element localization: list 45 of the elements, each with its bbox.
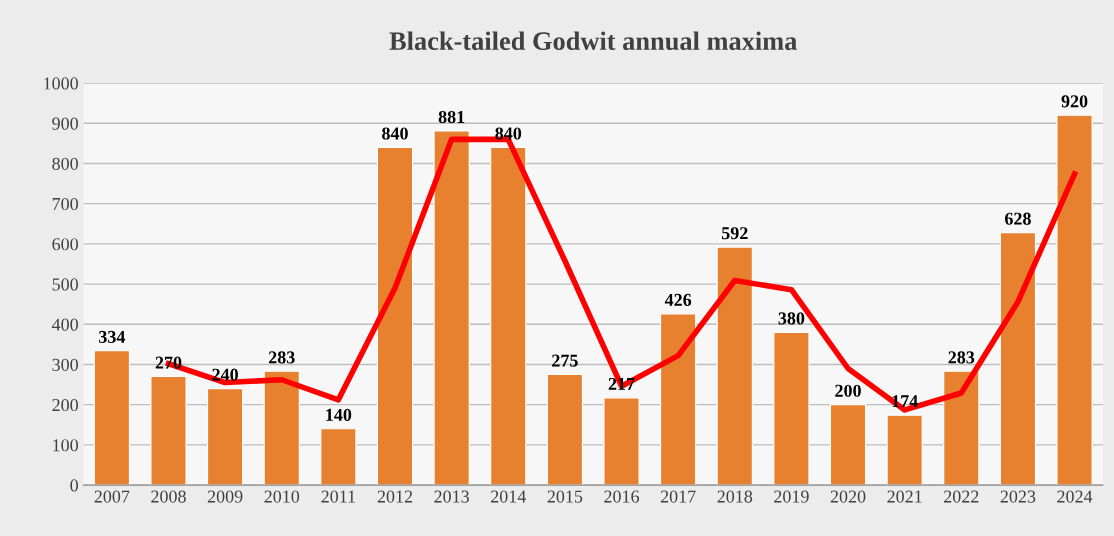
x-tick-label: 2018 xyxy=(717,490,753,503)
data-label: 840 xyxy=(495,127,522,140)
x-tick-label: 2022 xyxy=(944,490,979,503)
data-label: 275 xyxy=(552,354,578,367)
data-label: 840 xyxy=(382,127,408,140)
x-tick-label: 2012 xyxy=(377,490,413,503)
x-tick-label: 2017 xyxy=(660,490,696,503)
x-tick-label: 2011 xyxy=(321,490,356,503)
x-tick-label: 2014 xyxy=(491,490,527,503)
data-label: 426 xyxy=(664,293,692,306)
x-tick-label: 2020 xyxy=(830,490,866,503)
x-tick-label: 2019 xyxy=(774,490,809,503)
x-tick-label: 2010 xyxy=(264,490,300,503)
data-label: 240 xyxy=(212,368,238,381)
y-tick-label: 400 xyxy=(51,318,78,331)
data-label: 283 xyxy=(268,351,295,364)
x-tick-label: 2016 xyxy=(604,490,640,503)
y-tick-label: 0 xyxy=(70,479,78,492)
x-tick-label: 2024 xyxy=(1057,490,1093,503)
y-tick-label: 100 xyxy=(53,439,78,452)
y-tick-label: 900 xyxy=(52,117,78,130)
data-label: 140 xyxy=(326,408,352,421)
x-tick-label: 2008 xyxy=(151,490,186,503)
y-tick-label: 800 xyxy=(52,157,78,170)
data-label: 380 xyxy=(778,312,805,325)
x-tick-label: 2015 xyxy=(547,490,583,503)
y-tick-label: 300 xyxy=(52,358,78,371)
y-tick-label: 600 xyxy=(52,238,78,251)
x-tick-label: 2023 xyxy=(1000,490,1036,503)
data-label: 200 xyxy=(835,384,861,397)
y-tick-label: 1000 xyxy=(44,77,78,90)
data-label: 881 xyxy=(438,110,465,124)
data-label: 628 xyxy=(1004,212,1031,225)
data-label: 920 xyxy=(1061,95,1088,108)
x-tick-label: 2007 xyxy=(94,490,130,503)
x-tick-label: 2021 xyxy=(887,490,922,503)
data-label: 283 xyxy=(948,351,975,364)
x-tick-label: 2013 xyxy=(434,490,469,503)
data-label: 334 xyxy=(99,330,126,343)
y-tick-label: 200 xyxy=(52,398,78,412)
data-label: 592 xyxy=(721,227,748,240)
y-tick-label: 700 xyxy=(52,197,78,211)
y-tick-label: 500 xyxy=(52,278,78,291)
x-tick-label: 2009 xyxy=(207,490,243,503)
chart-title: Black-tailed Godwit annual maxima xyxy=(389,31,797,51)
